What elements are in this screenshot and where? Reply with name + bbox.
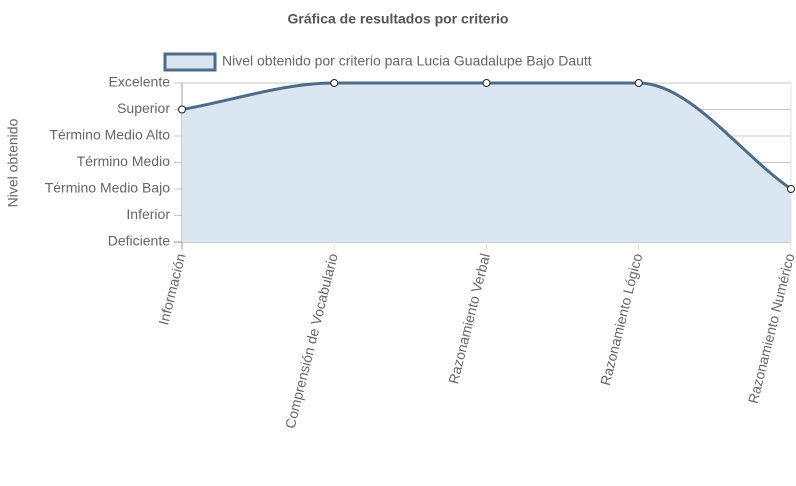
point bbox=[634, 79, 643, 87]
legend-label: Nivel obtenido por criterio para Lucia G… bbox=[222, 53, 592, 69]
point bbox=[330, 79, 339, 87]
x-tick-label: Información bbox=[155, 252, 188, 327]
x-tick-label: Razonamiento Lógico bbox=[597, 252, 645, 387]
x-tick-label: Razonamiento Numérico bbox=[745, 252, 796, 406]
y-tick-label: Inferior bbox=[126, 206, 170, 222]
area bbox=[182, 83, 791, 242]
chart-title: Gráfica de resultados por criterio bbox=[288, 11, 509, 27]
point bbox=[787, 185, 795, 193]
x-tick-label: Razonamiento Verbal bbox=[445, 252, 493, 386]
y-tick-label: Deficiente bbox=[108, 233, 170, 249]
legend-swatch bbox=[163, 52, 217, 72]
x-tick-label: Comprensión de Vocabulario bbox=[282, 252, 341, 431]
y-tick-label: Término Medio Bajo bbox=[45, 180, 170, 196]
y-tick-label: Término Medio Alto bbox=[49, 127, 170, 143]
point bbox=[482, 79, 491, 87]
y-tick-label: Término Medio bbox=[77, 153, 171, 169]
y-tick-label: Superior bbox=[117, 100, 170, 116]
point bbox=[178, 105, 186, 114]
y-axis-title: Nivel obtenido bbox=[5, 118, 21, 207]
y-tick-label: Excelente bbox=[109, 74, 171, 90]
